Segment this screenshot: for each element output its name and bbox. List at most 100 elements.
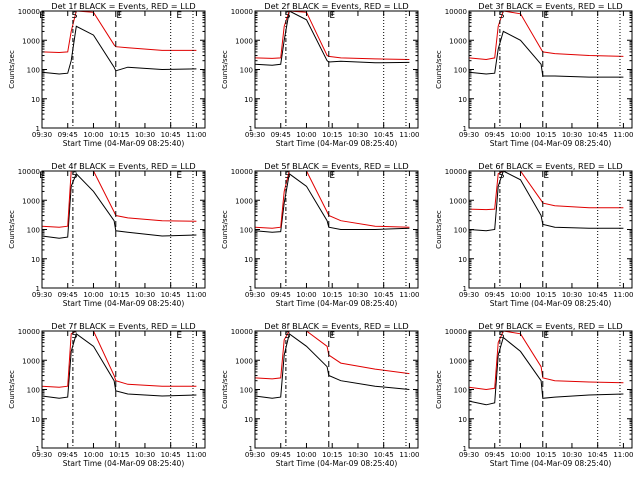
y-axis-label: Counts/sec xyxy=(8,50,16,89)
y-tick-label: 1 xyxy=(463,125,467,133)
x-tick-label: 10:45 xyxy=(374,451,394,459)
y-tick-label: 1 xyxy=(249,125,253,133)
x-tick-label: 10:30 xyxy=(135,291,155,299)
x-tick-label: 10:00 xyxy=(510,291,530,299)
y-tick-label: 10000 xyxy=(18,168,40,176)
x-tick-label: 10:00 xyxy=(296,451,316,459)
y-axis-label: Counts/sec xyxy=(221,50,229,89)
y-tick-label: 100 xyxy=(240,67,253,75)
y-tick-label: 100 xyxy=(27,227,40,235)
chart-panel-2: Det 2f BLACK = Events, RED = LLDSE110100… xyxy=(221,1,420,148)
x-tick-label: 10:45 xyxy=(161,451,181,459)
x-tick-label: 10:00 xyxy=(510,131,530,139)
x-tick-label: 11:00 xyxy=(613,131,633,139)
y-axis-label: Counts/sec xyxy=(8,370,16,409)
x-tick-label: 10:45 xyxy=(374,131,394,139)
x-tick-label: 10:30 xyxy=(348,291,368,299)
x-tick-label: 09:45 xyxy=(271,451,291,459)
x-axis-label: Start Time (04-Mar-09 08:25:40) xyxy=(490,459,612,468)
x-tick-label: 09:30 xyxy=(459,131,479,139)
chart-title: Det 4f BLACK = Events, RED = LLD xyxy=(51,161,195,171)
y-tick-label: 10 xyxy=(244,96,253,104)
event-marker-label: E xyxy=(176,171,182,181)
y-tick-label: 100 xyxy=(240,387,253,395)
x-tick-label: 09:45 xyxy=(271,131,291,139)
series-line-events xyxy=(468,170,624,232)
series-line-lld xyxy=(41,170,197,228)
event-marker-label: S xyxy=(499,171,505,181)
y-tick-label: 10000 xyxy=(231,328,253,336)
y-tick-label: 1 xyxy=(249,285,253,293)
event-marker-label: S xyxy=(285,11,291,21)
plot-frame xyxy=(254,170,419,289)
x-tick-label: 09:45 xyxy=(271,291,291,299)
y-tick-label: 1000 xyxy=(449,357,467,365)
x-axis-label: Start Time (04-Mar-09 08:25:40) xyxy=(276,459,398,468)
y-tick-label: 1000 xyxy=(235,37,253,45)
x-tick-label: 09:45 xyxy=(58,131,78,139)
y-tick-label: 1 xyxy=(36,125,40,133)
x-tick-label: 10:15 xyxy=(536,451,556,459)
y-tick-label: 10 xyxy=(458,256,467,264)
x-tick-label: 10:30 xyxy=(135,131,155,139)
x-axis-label: Start Time (04-Mar-09 08:25:40) xyxy=(490,299,612,308)
event-marker-label: S xyxy=(499,331,505,341)
x-axis-label: Start Time (04-Mar-09 08:25:40) xyxy=(276,139,398,148)
plot-frame xyxy=(468,10,633,129)
x-tick-label: 09:45 xyxy=(485,451,505,459)
event-marker-label: S xyxy=(72,171,78,181)
x-tick-label: 09:30 xyxy=(32,291,52,299)
x-tick-label: 09:45 xyxy=(485,291,505,299)
event-marker-label: S xyxy=(72,11,78,21)
chart-panel-9: Det 9f BLACK = Events, RED = LLDSE110100… xyxy=(435,321,634,468)
x-tick-label: 10:00 xyxy=(296,291,316,299)
x-tick-label: 10:45 xyxy=(588,451,608,459)
y-tick-label: 100 xyxy=(454,67,467,75)
x-tick-label: 11:00 xyxy=(613,291,633,299)
y-tick-label: 1000 xyxy=(235,357,253,365)
y-tick-label: 10 xyxy=(244,416,253,424)
series-line-events xyxy=(468,336,624,406)
y-tick-label: 10000 xyxy=(231,8,253,16)
x-tick-label: 11:00 xyxy=(186,131,206,139)
chart-title: Det 5f BLACK = Events, RED = LLD xyxy=(264,161,408,171)
x-tick-label: 09:30 xyxy=(245,451,265,459)
y-tick-label: 1000 xyxy=(449,197,467,205)
x-tick-label: 10:45 xyxy=(588,291,608,299)
x-tick-label: 09:30 xyxy=(459,451,479,459)
x-tick-label: 10:45 xyxy=(374,291,394,299)
x-axis-label: Start Time (04-Mar-09 08:25:40) xyxy=(63,459,185,468)
y-axis-label: Counts/sec xyxy=(221,210,229,249)
y-tick-label: 100 xyxy=(240,227,253,235)
y-axis-label: Counts/sec xyxy=(8,210,16,249)
x-tick-label: 10:15 xyxy=(109,291,129,299)
series-line-events xyxy=(254,172,410,233)
event-marker-label: S xyxy=(285,171,291,181)
series-line-events xyxy=(468,30,624,78)
y-tick-label: 1000 xyxy=(22,357,40,365)
x-tick-label: 11:00 xyxy=(399,131,419,139)
y-tick-label: 10 xyxy=(31,96,40,104)
y-axis-label: Counts/sec xyxy=(435,370,443,409)
x-tick-label: 10:15 xyxy=(536,131,556,139)
series-line-events xyxy=(41,25,197,75)
event-marker-label: S xyxy=(285,331,291,341)
x-tick-label: 11:00 xyxy=(399,291,419,299)
x-tick-label: 09:30 xyxy=(245,291,265,299)
x-tick-label: 10:15 xyxy=(536,291,556,299)
y-tick-label: 10000 xyxy=(445,168,467,176)
y-axis-label: Counts/sec xyxy=(435,210,443,249)
y-tick-label: 100 xyxy=(454,387,467,395)
y-tick-label: 10000 xyxy=(445,8,467,16)
x-tick-label: 10:00 xyxy=(83,291,103,299)
x-tick-label: 10:30 xyxy=(348,451,368,459)
chart-title: Det 2f BLACK = Events, RED = LLD xyxy=(264,1,408,11)
y-tick-label: 10 xyxy=(458,96,467,104)
chart-panel-3: Det 3f BLACK = Events, RED = LLDSE110100… xyxy=(435,1,634,148)
chart-title: Det 1f BLACK = Events, RED = LLD xyxy=(51,1,195,11)
x-tick-label: 10:30 xyxy=(562,291,582,299)
series-line-lld xyxy=(41,330,197,388)
series-line-events xyxy=(41,332,197,399)
x-axis-label: Start Time (04-Mar-09 08:25:40) xyxy=(276,299,398,308)
